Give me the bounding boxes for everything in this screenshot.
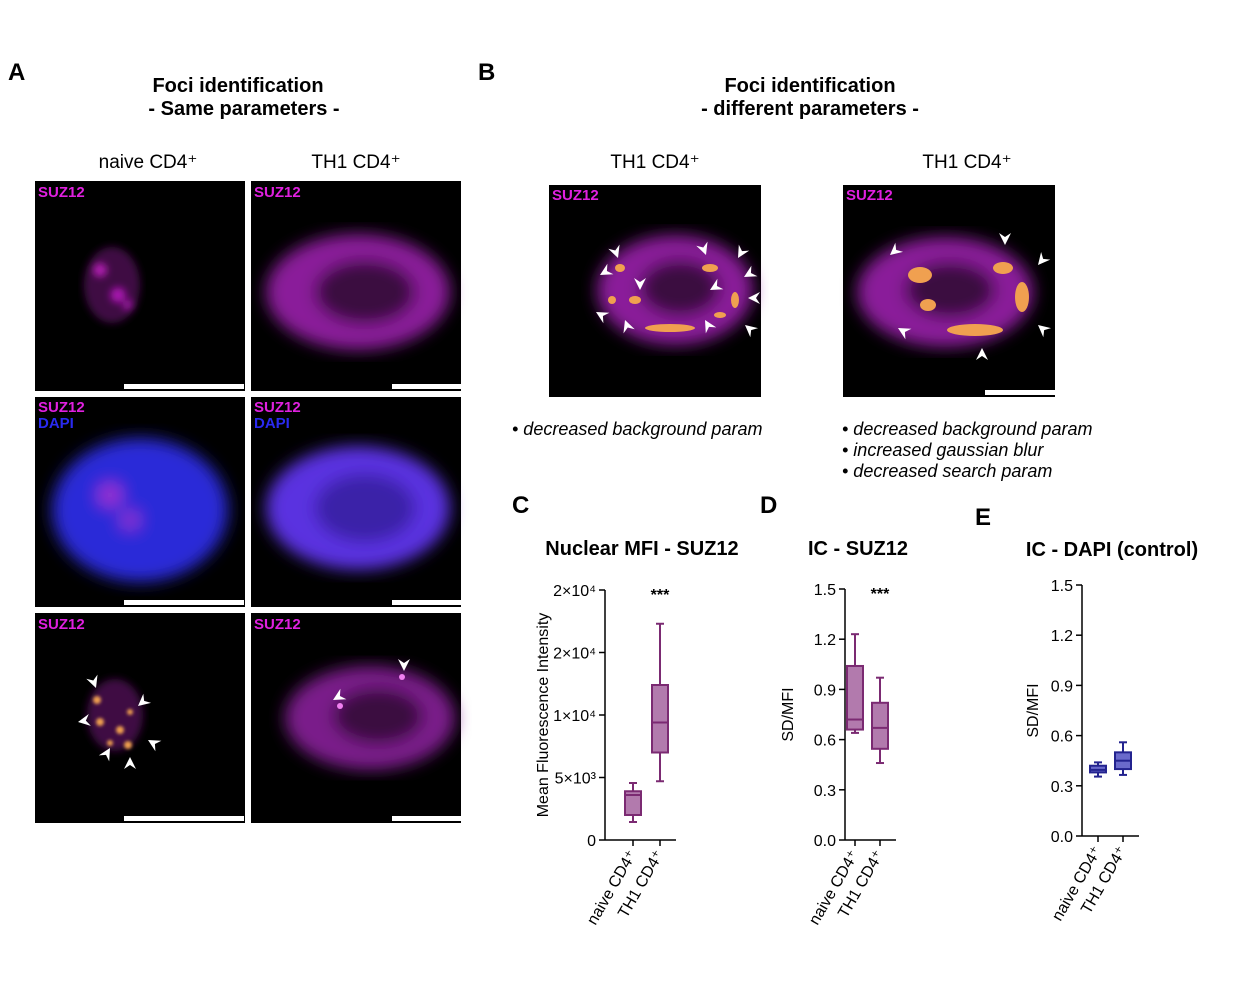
box [624, 790, 642, 816]
channel-label: SUZ12 [254, 184, 301, 201]
channel-label: SUZ12 [552, 187, 599, 204]
y-tick-label: 2×10⁴ [553, 583, 596, 600]
y-tick-label: 0.3 [814, 783, 836, 800]
panel-subtitle: - different parameters - [701, 98, 919, 120]
y-tick-label: 1×10⁴ [553, 708, 596, 725]
y-tick-label: 0.6 [1051, 729, 1073, 746]
column-label: TH1 CD4⁺ [610, 152, 699, 173]
significance: *** [651, 587, 670, 604]
method-note: • decreased background param [512, 419, 762, 439]
y-tick-label: 1.5 [1051, 578, 1073, 595]
chart-title: IC - DAPI (control) [1026, 539, 1198, 561]
micrograph-pair [549, 185, 1055, 397]
channel-label: SUZ12 [254, 616, 301, 633]
method-note: • increased gaussian blur [842, 440, 1044, 460]
y-tick-label: 0.9 [814, 682, 836, 699]
y-tick-label: 0.0 [814, 833, 836, 850]
y-tick-label: 0.9 [1051, 678, 1073, 695]
channel-label: SUZ12 [846, 187, 893, 204]
column-label: TH1 CD4⁺ [311, 152, 400, 173]
panel-letter: E [975, 504, 991, 531]
column-label: TH1 CD4⁺ [922, 152, 1011, 173]
panel-letter: B [478, 59, 495, 86]
y-tick-label: 1.2 [814, 632, 836, 649]
chart-title: IC - SUZ12 [808, 538, 908, 560]
channel-label: DAPI [38, 415, 74, 432]
box [871, 701, 889, 750]
channel-label: SUZ12 [38, 399, 85, 416]
panel-letter: D [760, 492, 777, 519]
panel-letter: A [8, 59, 25, 86]
channel-label: SUZ12 [38, 184, 85, 201]
panel-title: Foci identification [724, 75, 895, 97]
box [846, 664, 864, 731]
y-axis-label: SD/MFI [780, 687, 797, 741]
y-axis-label: SD/MFI [1025, 683, 1042, 737]
column-label: naive CD4⁺ [99, 152, 198, 173]
channel-label: SUZ12 [254, 399, 301, 416]
y-tick-label: 0.3 [1051, 779, 1073, 796]
channel-label: SUZ12 [38, 616, 85, 633]
panel-subtitle: - Same parameters - [148, 98, 339, 120]
box [651, 684, 669, 754]
micrograph-grid [35, 181, 462, 823]
y-tick-label: 0.0 [1051, 829, 1073, 846]
panel-title: Foci identification [152, 75, 323, 97]
panel-letter: C [512, 492, 529, 519]
y-tick-label: 2×10⁴ [553, 646, 596, 663]
chart-title: Nuclear MFI - SUZ12 [545, 538, 738, 560]
y-tick-label: 0 [587, 833, 596, 850]
method-note: • decreased search param [842, 461, 1052, 481]
y-axis-label: Mean Fluorescence Intensity [535, 613, 552, 818]
y-tick-label: 1.2 [1051, 628, 1073, 645]
y-tick-label: 5×10³ [555, 771, 597, 788]
channel-label: DAPI [254, 415, 290, 432]
significance: *** [871, 586, 890, 603]
y-tick-label: 0.6 [814, 733, 836, 750]
method-note: • decreased background param [842, 419, 1092, 439]
y-tick-label: 1.5 [814, 582, 836, 599]
